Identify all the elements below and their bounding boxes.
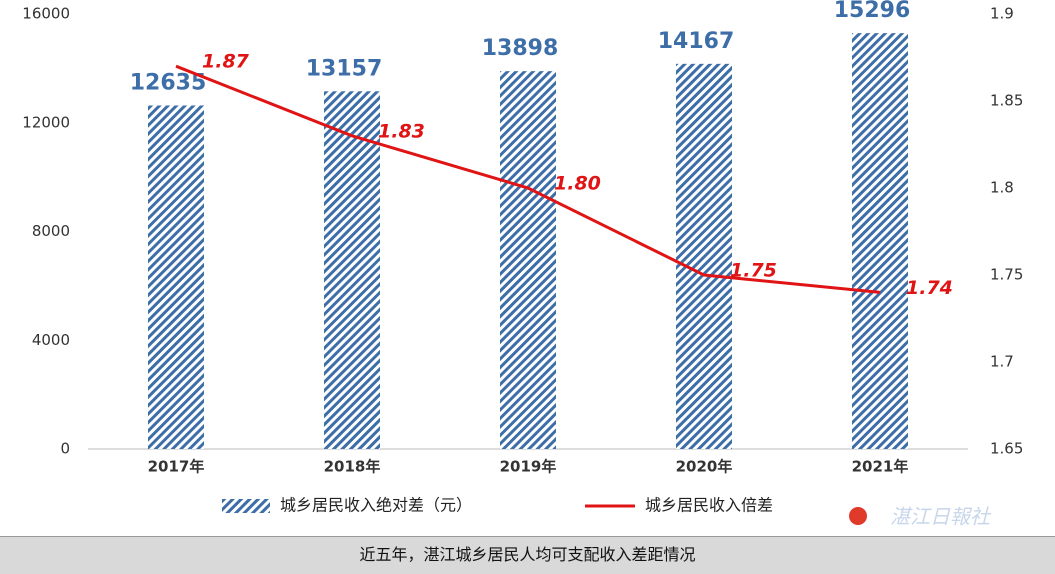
chart: 湛江日報社 0 4000 8000 12000 16000 1.65 1.7 1.75 1.8 1… — [22, 0, 1023, 529]
line — [175, 64, 881, 294]
bar-value-label: 14167 — [658, 29, 735, 54]
bar — [500, 71, 556, 449]
bar-value-label: 13898 — [482, 36, 559, 61]
bar — [676, 63, 732, 449]
watermark: 湛江日報社 — [890, 505, 992, 529]
y-tick-label: 8000 — [32, 222, 70, 240]
y-tick-label: 0 — [60, 440, 70, 458]
line-value-label: 1.83 — [378, 120, 425, 142]
y2-tick-label: 1.7 — [990, 353, 1014, 371]
y2-tick-label: 1.9 — [990, 5, 1014, 23]
y-tick-label: 4000 — [32, 331, 70, 349]
y2-tick-label: 1.65 — [990, 440, 1023, 458]
y2-tick-label: 1.85 — [990, 92, 1023, 110]
x-tick-label: 2021年 — [852, 458, 909, 476]
line-value-label: 1.80 — [554, 173, 601, 195]
legend-label: 城乡居民收入倍差 — [645, 496, 773, 515]
y-tick-label: 16000 — [22, 5, 70, 23]
y2-tick-label: 1.8 — [990, 179, 1014, 197]
legend-swatch — [222, 499, 270, 513]
caption: 近五年，湛江城乡居民人均可支配收入差距情况 — [0, 536, 1055, 574]
line-value-label: 1.75 — [730, 260, 777, 282]
bar — [852, 33, 908, 449]
bar-value-label: 15296 — [834, 0, 911, 23]
bar-value-label: 13157 — [306, 56, 383, 81]
bar — [324, 91, 380, 449]
x-tick-label: 2017年 — [148, 458, 205, 476]
x-tick-label: 2020年 — [676, 458, 733, 476]
y-tick-label: 12000 — [22, 113, 70, 131]
x-tick-label: 2019年 — [500, 458, 557, 476]
y2-tick-label: 1.75 — [990, 266, 1023, 284]
logo — [849, 507, 867, 525]
line-value-label: 1.87 — [202, 51, 250, 73]
line-value-label: 1.74 — [906, 277, 953, 299]
x-tick-label: 2018年 — [324, 458, 381, 476]
legend-label: 城乡居民收入绝对差（元） — [280, 496, 472, 515]
bar — [148, 105, 204, 450]
